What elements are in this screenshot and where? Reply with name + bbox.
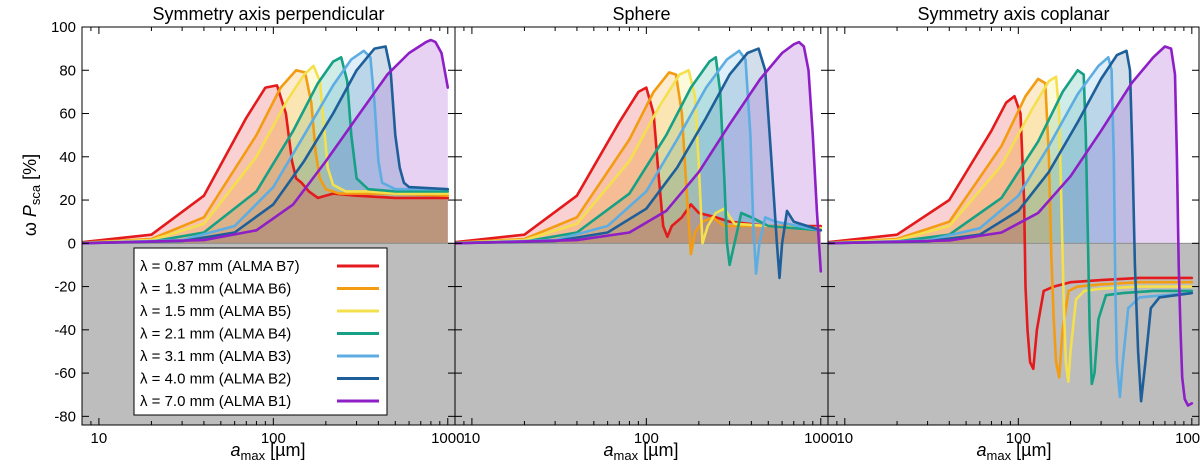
series-fill-6: [828, 50, 1192, 402]
y-tick-label: -80: [54, 408, 76, 425]
panel-title: Symmetry axis perpendicular: [152, 4, 384, 24]
series-fill-2: [82, 70, 448, 244]
series-fill-4: [455, 57, 821, 265]
series-line-2: [828, 77, 1194, 379]
x-tick-label: 100: [261, 430, 286, 447]
x-tick-label: 10: [836, 430, 853, 447]
series-line-7: [82, 38, 450, 245]
legend-label: λ = 7.0 mm (ALMA B1): [140, 393, 291, 410]
series-fill-7: [828, 46, 1192, 406]
y-tick-label: 40: [59, 149, 76, 166]
y-tick-label: -60: [54, 365, 76, 382]
y-tick-label: 60: [59, 106, 76, 123]
series-fill-1: [455, 87, 821, 244]
legend-label: λ = 1.3 mm (ALMA B6): [140, 281, 291, 298]
x-tick-label: 10: [464, 430, 481, 447]
negative-region-shade: [828, 243, 1199, 425]
series-line-5: [455, 49, 823, 275]
x-tick-label: 100: [634, 430, 659, 447]
y-tick-label: -20: [54, 279, 76, 296]
series-line-3: [828, 75, 1194, 384]
series-line-2: [455, 71, 823, 256]
legend-box: [133, 247, 388, 416]
panel-3: 10 100 1000 Symmetry axis coplanar: [827, 4, 1200, 447]
series-fill-1: [82, 85, 448, 244]
series-line-7: [455, 40, 823, 273]
series-fill-1: [828, 96, 1192, 369]
y-tick-label: 80: [59, 62, 76, 79]
series-line-6: [828, 49, 1194, 403]
legend-label: λ = 1.5 mm (ALMA B5): [140, 303, 291, 320]
x-axis-label-right: amax [µm]: [977, 440, 1052, 463]
y-tick-label: 0: [68, 235, 76, 252]
series-line-6: [82, 45, 450, 245]
x-tick-label: 1000: [804, 430, 837, 447]
x-tick-label: 10: [91, 430, 108, 447]
series-line-4: [82, 55, 450, 245]
panel-title: Symmetry axis coplanar: [917, 4, 1109, 24]
series-line-5: [82, 49, 450, 245]
x-axis-label-left: amax [µm]: [231, 440, 306, 463]
negative-region-shade: [455, 243, 828, 425]
x-axis-label-middle: amax [µm]: [604, 440, 679, 463]
legend-label: λ = 2.1 mm (ALMA B4): [140, 326, 291, 343]
series-line-6: [455, 47, 823, 280]
series-line-1: [455, 86, 823, 244]
legend-label: λ = 0.87 mm (ALMA B7): [140, 258, 300, 275]
series-fill-2: [455, 72, 821, 255]
legend: λ = 0.87 mm (ALMA B7) λ = 1.3 mm (ALMA B6…: [133, 247, 388, 416]
plot-frame: [827, 26, 1200, 426]
series-line-2: [82, 69, 450, 244]
y-axis-label: ω Psca [%]: [20, 154, 43, 236]
x-tick-label: 100: [1006, 430, 1031, 447]
y-tick-label: -40: [54, 322, 76, 339]
legend-label: λ = 4.0 mm (ALMA B2): [140, 371, 291, 388]
y-tick-label: 20: [59, 192, 76, 209]
x-tick-label: 1000: [431, 430, 464, 447]
legend-label: λ = 3.1 mm (ALMA B3): [140, 348, 291, 365]
series-line-1: [828, 94, 1194, 371]
panel-title: Sphere: [612, 4, 670, 24]
series-fill-3: [82, 65, 448, 244]
series-line-4: [828, 69, 1194, 386]
series-line-7: [828, 45, 1194, 407]
y-tick-label: 100: [51, 19, 76, 36]
x-tick-label: 1000: [1175, 430, 1200, 447]
series-fill-3: [455, 70, 821, 244]
panel-2: 10 100 1000 Sphere: [454, 4, 837, 447]
